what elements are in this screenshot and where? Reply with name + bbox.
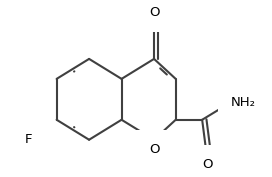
Text: F: F (25, 133, 33, 146)
Text: O: O (149, 6, 159, 19)
Text: O: O (149, 143, 159, 156)
Text: NH₂: NH₂ (231, 96, 256, 109)
Text: O: O (202, 158, 213, 171)
